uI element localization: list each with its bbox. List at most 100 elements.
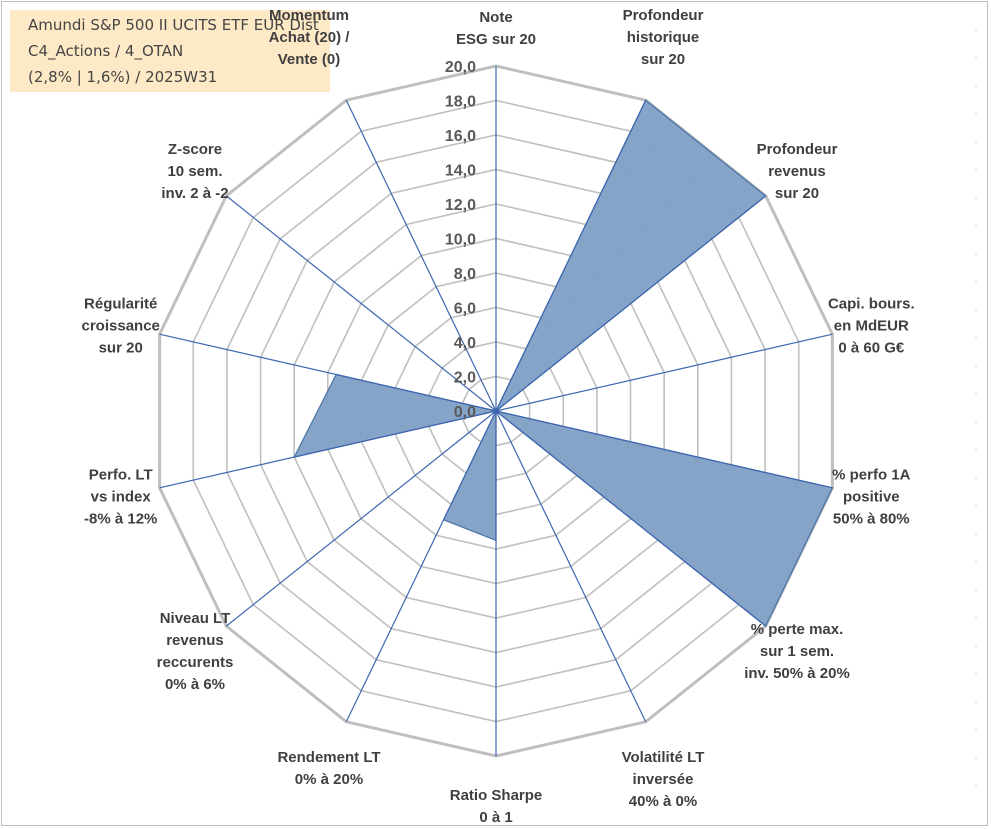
axis-spoke [345, 410, 497, 723]
background-dot [975, 589, 977, 591]
background-dot [975, 561, 977, 563]
background-dot [975, 673, 977, 675]
axis-label-line: Z-score [168, 141, 222, 158]
background-dot [975, 309, 977, 311]
axis-label-line: inv. 50% à 20% [744, 665, 850, 682]
axis-label: Profondeur historique sur 20 [623, 7, 704, 68]
axis-label: Momentum Achat (20) / Vente (0) [269, 7, 351, 68]
axis-label-line: 50% à 80% [833, 511, 910, 528]
background-dot [975, 337, 977, 339]
axis-label-line: Achat (20) / [269, 29, 351, 46]
axis-spoke [225, 195, 497, 412]
background-dot [975, 281, 977, 283]
background-dot [975, 141, 977, 143]
axis-label-line: Ratio Sharpe [450, 787, 543, 804]
axis-label: Niveau LT revenus reccurents 0% à 6% [157, 610, 234, 693]
axis-spoke [495, 410, 767, 627]
axis-label-line: Volatilité LT [622, 749, 705, 766]
background-dot [975, 477, 977, 479]
tick-label: 8,0 [454, 266, 476, 283]
axis-label-line: revenus [768, 163, 826, 180]
axis-label-line: 0 à 60 G€ [838, 339, 905, 356]
axis-label: % perfo 1A positive 50% à 80% [832, 467, 911, 528]
axis-label-line: Profondeur [623, 7, 704, 24]
background-dot [975, 533, 977, 535]
axis-label-line: historique [627, 29, 700, 46]
axis-label-line: % perfo 1A [832, 467, 911, 484]
axis-spoke [345, 99, 497, 412]
background-dot [975, 701, 977, 703]
axis-label-line: sur 20 [775, 185, 819, 202]
tick-label: 16,0 [445, 128, 476, 145]
axis-label-line: 10 sem. [167, 163, 222, 180]
chart-title-line-3: (2,8% | 1,6%) / 2025W31 [28, 68, 218, 86]
axis-label: Note ESG sur 20 [456, 9, 536, 48]
axis-label: Z-score 10 sem. inv. 2 à -2 [161, 141, 228, 202]
axis-spoke [225, 410, 497, 627]
axis-label-line: 40% à 0% [629, 793, 697, 810]
background-dot [975, 85, 977, 87]
axis-labels: Note ESG sur 20 Profondeur historique sur 20… [82, 7, 915, 826]
axis-label: Profondeur revenus sur 20 [757, 141, 838, 202]
tick-label: 0,0 [454, 404, 476, 421]
axis-label-line: Rendement LT [277, 749, 380, 766]
tick-label: 18,0 [445, 94, 476, 111]
axis-label-line: 0 à 1 [479, 809, 512, 826]
background-dot [975, 449, 977, 451]
chart-title-line-1: Amundi S&P 500 II UCITS ETF EUR Dist [28, 16, 319, 34]
tick-label: 6,0 [454, 301, 476, 318]
chart-title-box: Amundi S&P 500 II UCITS ETF EUR Dist C4_… [10, 10, 330, 92]
axis-label-line: positive [843, 489, 900, 506]
axis-label-line: Profondeur [757, 141, 838, 158]
background-dot [975, 617, 977, 619]
axis-label: Volatilité LT inversée 40% à 0% [622, 749, 705, 810]
background-dot [975, 785, 977, 787]
axis-spoke [159, 333, 497, 412]
axis-spoke [495, 99, 647, 412]
axis-label: % perte max. sur 1 sem. inv. 50% à 20% [744, 621, 850, 682]
axis-label-line: % perte max. [751, 621, 844, 638]
axis-label: Ratio Sharpe 0 à 1 [450, 787, 543, 826]
axis-label: Capi. bours. en MdEUR 0 à 60 G€ [828, 295, 915, 356]
axis-label-line: Note [479, 9, 512, 26]
axis-label: Régularité croissance sur 20 [82, 295, 160, 356]
axis-spoke [159, 410, 497, 489]
axis-label-line: Niveau LT [160, 610, 231, 627]
axis-label-line: croissance [82, 317, 160, 334]
background-dot [975, 29, 977, 31]
axis-spoke [495, 333, 833, 412]
axis-spoke [495, 410, 647, 723]
axis-label-line: 0% à 6% [165, 676, 225, 693]
background-dots [975, 29, 977, 787]
tick-label: 20,0 [445, 59, 476, 76]
axis-label-line: 0% à 20% [295, 771, 363, 788]
axis-label-line: reccurents [157, 654, 234, 671]
background-dot [975, 729, 977, 731]
tick-label: 12,0 [445, 197, 476, 214]
axis-label-line: Vente (0) [278, 51, 341, 68]
radar-spokes [159, 66, 833, 756]
axis-label-line: en MdEUR [834, 317, 909, 334]
axis-label-line: ESG sur 20 [456, 31, 536, 48]
axis-label-line: sur 20 [99, 339, 143, 356]
background-dot [975, 225, 977, 227]
background-dot [975, 169, 977, 171]
tick-label: 14,0 [445, 163, 476, 180]
background-dot [975, 197, 977, 199]
background-dot [975, 421, 977, 423]
axis-label-line: sur 20 [641, 51, 685, 68]
series-area [293, 99, 834, 628]
axis-label-line: Momentum [269, 7, 349, 24]
background-dot [975, 57, 977, 59]
tick-label: 4,0 [454, 335, 476, 352]
background-dot [975, 505, 977, 507]
axis-label: Rendement LT 0% à 20% [277, 749, 380, 788]
radar-series [293, 99, 834, 628]
axis-label-line: revenus [166, 632, 224, 649]
background-dot [975, 365, 977, 367]
axis-label-line: inv. 2 à -2 [161, 185, 228, 202]
tick-label: 10,0 [445, 232, 476, 249]
axis-spoke [495, 195, 767, 412]
axis-label-line: inversée [633, 771, 694, 788]
